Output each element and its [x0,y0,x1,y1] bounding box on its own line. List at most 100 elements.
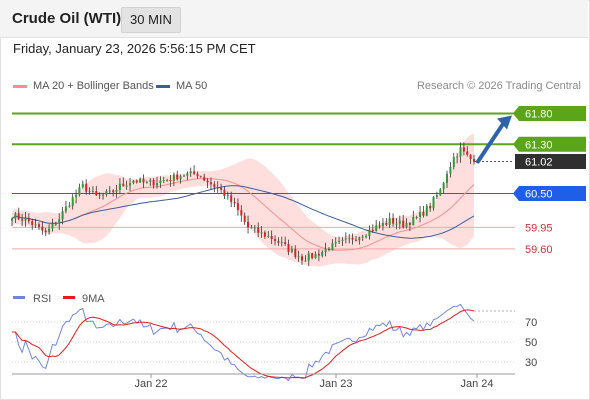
pivot-tag-3 [513,186,586,201]
candle-body [392,218,395,224]
candle-body [14,213,17,219]
candle-body [152,180,155,186]
candle-body [368,229,371,236]
candle-body [91,191,94,192]
candle-body [459,147,462,157]
candle-body [21,219,24,221]
last-price-tag [515,153,586,169]
candle-body [61,211,64,220]
candle-body [469,154,472,159]
candle-body [51,223,54,229]
candle-body [105,191,108,195]
rsi-tick-50: 50 [525,337,537,349]
candle-body [213,184,216,188]
candle-body [122,183,125,187]
candle-body [250,227,253,229]
candle-body [314,253,317,259]
candle-body [216,187,219,189]
candle-body [48,228,51,233]
time-tick-label: Jan 24 [460,378,493,390]
candle-body [240,210,243,216]
candle-body [179,176,182,180]
candle-body [280,242,283,244]
candle-body [422,212,425,216]
resistance-label-0: 61.80 [525,108,553,120]
chart-header: Crude Oil (WTI) 30 MIN [0,0,588,38]
ma20-line [11,177,475,251]
candle-body [183,175,185,177]
candle-body [388,218,391,225]
candle-body [203,176,206,181]
candle-body [206,180,209,183]
candle-body [415,216,418,218]
candle-body [328,248,330,251]
candle-body [324,248,327,252]
candle-body [408,223,411,225]
projection-arrow-head [497,115,512,130]
candle-body [236,203,239,211]
candle-body [186,173,189,176]
candle-body [142,178,145,183]
candle-body [365,236,368,237]
rsi-line [12,303,475,382]
candle-body [172,174,175,181]
candle-body [452,157,455,168]
candle-body [331,243,334,251]
candle-body [439,189,442,196]
candle-body [456,156,459,158]
candle-body [290,248,293,252]
candle-body [27,218,30,222]
candle-body [156,183,158,186]
candle-body [125,185,128,187]
candle-body [230,195,233,203]
candle-body [321,252,324,256]
candle-body [41,226,44,231]
candle-body [419,212,421,217]
candle-body [371,229,374,231]
resistance-tag-0 [513,105,586,121]
candle-body [81,183,84,188]
candle-body [297,256,300,258]
candle-body [108,190,111,192]
rsi-ma-legend-label: 9MA [82,293,105,305]
candle-body [341,239,344,241]
rsi-legend-swatch [13,296,25,299]
candle-body [166,180,169,181]
candle-body [462,147,465,152]
candle-body [361,236,364,238]
resistance-tag-1 [513,136,586,152]
candle-body [446,173,448,183]
candle-body [169,180,172,181]
support-label-4: 59.95 [525,222,553,234]
time-tick-label: Jan 23 [319,378,352,390]
candle-body [311,253,314,259]
bollinger-band-area [12,133,474,267]
last-price-label: 61.02 [525,156,553,168]
time-axis: Jan 22 Jan 23 Jan 24 [12,373,515,390]
legend-ma50-label: MA 50 [176,80,208,92]
timeframe-button[interactable]: 30 MIN [121,7,181,33]
rsi-legend-label: RSI [33,293,51,305]
rsi-ma-legend-swatch [63,296,75,299]
candle-body [348,237,351,239]
candle-body [466,151,469,155]
ma20-swatch [13,84,27,88]
rsi-panel: RSI 9MA 70 50 30 [12,293,537,382]
instrument-title: Crude Oil (WTI) [12,10,122,27]
candle-body [38,224,40,227]
candle-body [17,213,20,220]
candle-body [253,227,256,229]
chart-datetime: Friday, January 23, 2026 5:56:15 PM CET [13,41,256,56]
candle-body [54,223,57,225]
candle-body [284,242,287,244]
candle-body [263,232,266,237]
candle-body [102,194,104,196]
candle-body [449,167,452,174]
support-label-5: 59.60 [525,244,553,256]
candle-body [287,244,290,252]
credit-text: Research © 2026 Trading Central [416,80,581,92]
candle-body [98,194,101,196]
candle-body [58,219,61,224]
candle-body [405,223,408,228]
